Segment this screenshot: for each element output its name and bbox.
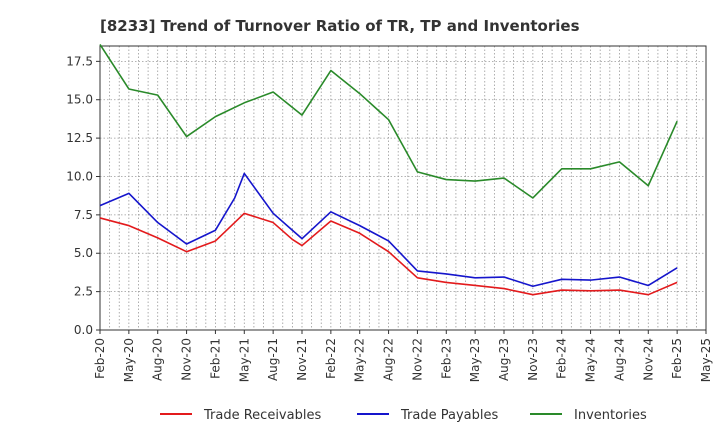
y-tick-label: 10.0 [66, 169, 93, 183]
y-tick-label: 0.0 [74, 323, 93, 337]
y-tick-label: 7.5 [74, 208, 93, 222]
x-tick-label: Feb-22 [324, 338, 338, 379]
series-line-trade-payables [99, 172, 678, 288]
x-tick-label: Nov-20 [180, 338, 194, 381]
y-tick-label: 15.0 [66, 93, 93, 107]
grid-lines [100, 46, 706, 330]
x-tick-label: May-25 [699, 338, 713, 382]
series-lines [99, 44, 678, 296]
x-axis-ticks: Feb-20 May-20 Aug-20 Nov-20 Feb-21 May-21 Aug-… [93, 330, 713, 382]
x-tick-label: Feb-25 [670, 338, 684, 379]
plot-frame [99, 45, 707, 331]
legend-label: Trade Payables [400, 408, 498, 423]
legend: Trade Receivables Trade Payables Inventori… [160, 408, 647, 423]
x-tick-label: Feb-21 [208, 338, 222, 379]
x-tick-label: May-21 [237, 338, 251, 382]
y-tick-label: 17.5 [66, 54, 93, 68]
x-tick-label: Aug-23 [497, 338, 511, 381]
y-tick-label: 12.5 [66, 131, 93, 145]
y-tick-label: 5.0 [74, 246, 93, 260]
x-tick-label: Feb-23 [439, 338, 453, 379]
x-tick-label: Feb-24 [555, 338, 569, 379]
x-tick-label: May-23 [468, 338, 482, 382]
y-axis-ticks: 0.0 2.5 5.0 7.5 10.0 12.5 15.0 17.5 [66, 54, 100, 337]
chart-title: [8233] Trend of Turnover Ratio of TR, TP… [100, 17, 580, 35]
series-line-inventories [99, 44, 678, 199]
y-tick-label: 2.5 [74, 285, 93, 299]
x-tick-label: Aug-24 [612, 338, 626, 381]
x-tick-label: Nov-22 [410, 338, 424, 381]
series-line-trade-receivables [99, 212, 678, 296]
x-tick-label: May-20 [122, 338, 136, 382]
x-tick-label: Aug-20 [151, 338, 165, 381]
x-tick-label: Aug-22 [382, 338, 396, 381]
x-tick-label: May-22 [353, 338, 367, 382]
x-tick-label: Nov-21 [295, 338, 309, 381]
x-tick-label: May-24 [584, 338, 598, 382]
x-tick-label: Feb-20 [93, 338, 107, 379]
x-tick-label: Aug-21 [266, 338, 280, 381]
legend-label: Inventories [574, 408, 647, 423]
legend-label: Trade Receivables [203, 408, 321, 423]
x-tick-label: Nov-23 [526, 338, 540, 381]
x-tick-label: Nov-24 [641, 338, 655, 381]
